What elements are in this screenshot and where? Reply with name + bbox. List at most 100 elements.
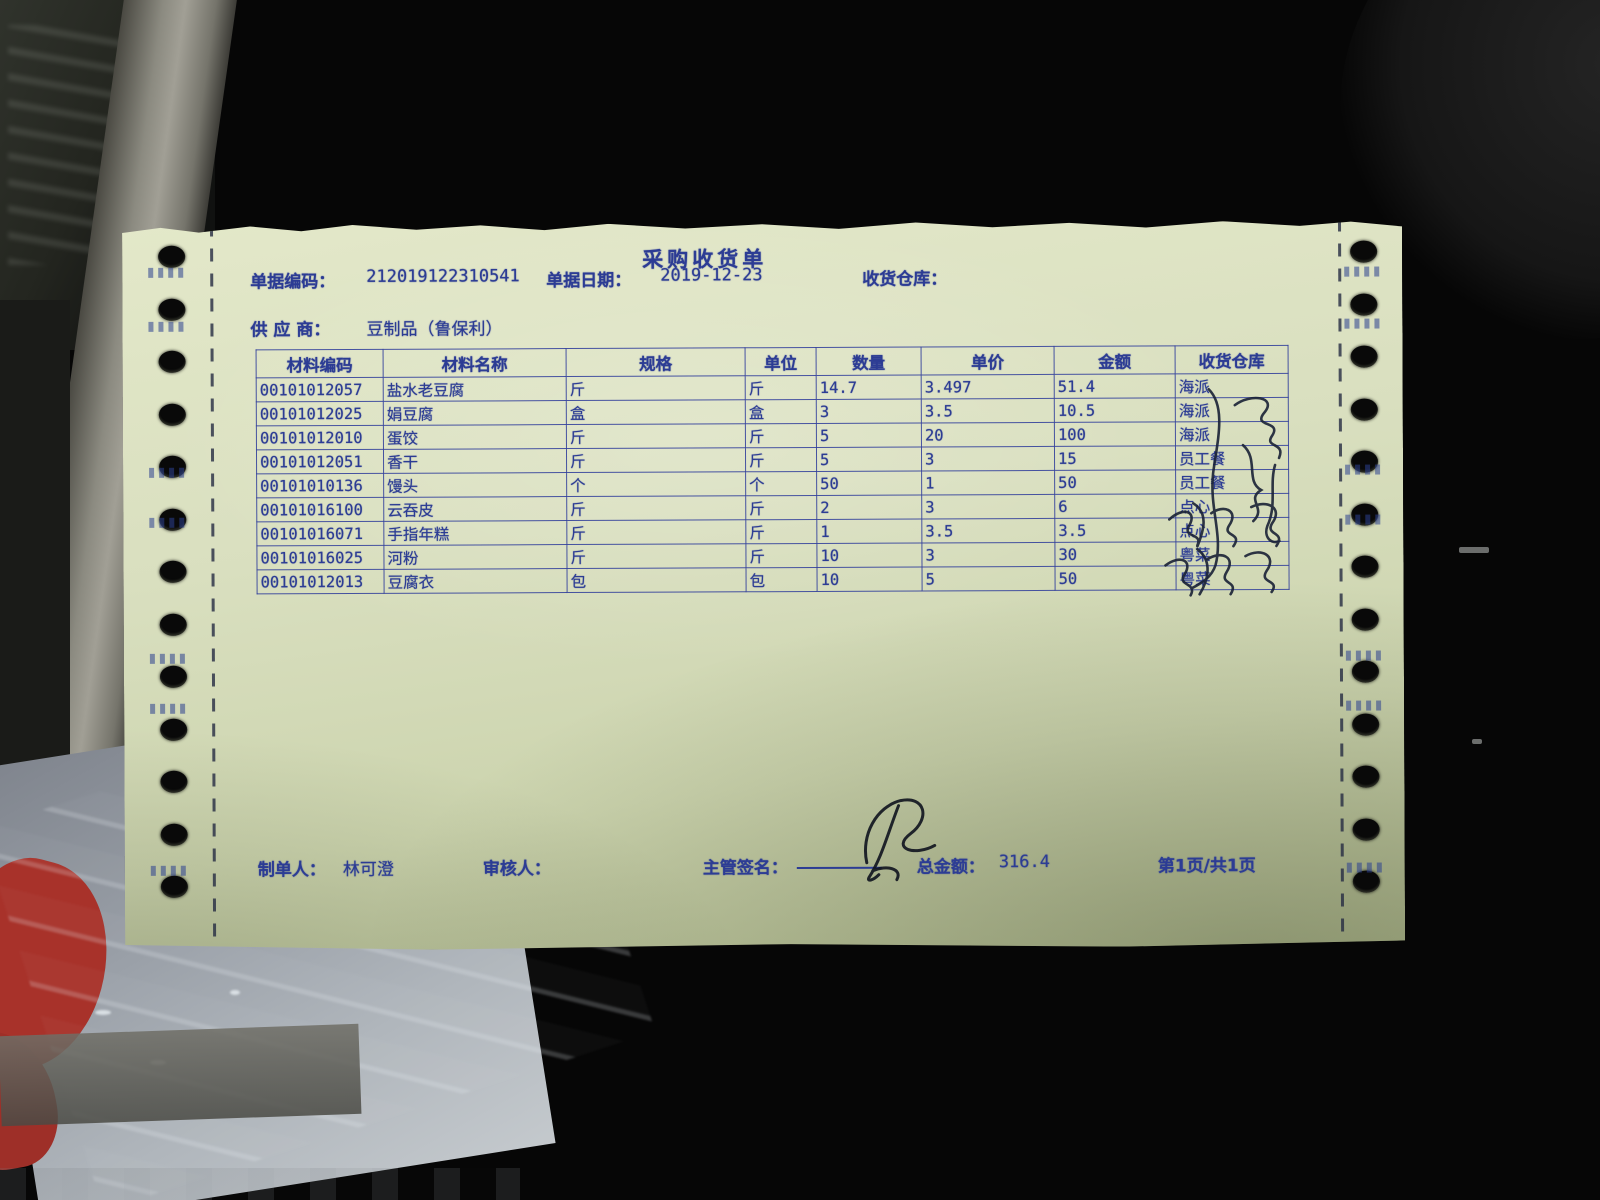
table-cell: 3 (921, 446, 1054, 471)
tractor-feed-hole (1352, 713, 1379, 735)
warehouse-label: 收货仓库： (862, 269, 948, 290)
table-cell: 斤 (567, 544, 746, 569)
table-row: 00101012013 豆腐衣包包 10 5 50 粤菜 (257, 565, 1289, 594)
table-cell: 斤 (566, 448, 745, 473)
doc-no-value: 212019122310541 (366, 266, 520, 287)
background-notch-row (0, 1168, 520, 1200)
table-cell: 30 (1055, 542, 1176, 567)
margin-print-mark (151, 866, 191, 876)
table-cell: 10.5 (1054, 398, 1175, 423)
table-cell: 香干 (383, 449, 566, 474)
table-cell: 粤菜 (1176, 565, 1289, 589)
table-cell: 馒头 (384, 473, 567, 498)
table-cell: 云吞皮 (384, 497, 567, 522)
column-header: 材料编码 (256, 349, 383, 378)
doc-no-label: 单据编码： (250, 272, 336, 293)
background-speck (1472, 739, 1482, 744)
table-cell: 20 (921, 422, 1054, 447)
signature-blank-line (797, 853, 882, 869)
table-cell: 15 (1054, 446, 1175, 471)
table-cell: 50 (817, 471, 922, 495)
column-header: 数量 (816, 347, 921, 375)
table-cell: 10 (817, 543, 922, 567)
table-cell: 5 (816, 447, 921, 471)
paper: 采购收货单 单据编码： 212019122310541 单据日期： 2019-1… (122, 218, 1405, 951)
table-cell: 斤 (746, 543, 817, 567)
table-cell: 00101016071 (257, 521, 384, 546)
table-cell: 海派 (1175, 397, 1288, 421)
table-cell: 娟豆腐 (383, 401, 566, 426)
table-cell: 斤 (566, 376, 745, 401)
tractor-feed-hole (1353, 871, 1380, 893)
table-cell: 3.497 (921, 374, 1054, 399)
table-cell: 00101012051 (256, 449, 383, 474)
table-cell: 00101012025 (256, 401, 383, 426)
table-cell: 1 (817, 519, 922, 543)
table-cell: 3 (922, 494, 1055, 519)
tractor-feed-hole (160, 666, 187, 688)
table-cell: 50 (1055, 470, 1176, 495)
table-cell: 斤 (745, 447, 816, 471)
table-cell: 点心 (1176, 493, 1289, 517)
footer-row: 制单人： 林可澄 审核人： 主管签名： 总金额： 316.4 第1页/共1页 (125, 850, 1405, 882)
table-cell: 包 (567, 568, 746, 593)
maker-value: 林可澄 (342, 859, 394, 881)
table-cell: 5 (816, 423, 921, 447)
tractor-feed-hole (161, 823, 188, 845)
margin-print-mark (148, 322, 188, 332)
tractor-feed-hole (1350, 241, 1377, 263)
table-cell: 蛋饺 (383, 425, 566, 450)
tractor-feed-hole (159, 561, 186, 583)
perforation-line-left (210, 224, 216, 951)
page-info: 第1页/共1页 (1157, 856, 1256, 877)
table-cell: 员工餐 (1176, 469, 1289, 493)
table-cell: 斤 (745, 423, 816, 447)
tractor-feed-hole (158, 246, 185, 268)
supplier-label: 供 应 商： (250, 320, 331, 341)
tractor-feed-hole (1351, 346, 1378, 368)
tractor-feed-hole (1351, 398, 1378, 420)
table-cell: 海派 (1175, 373, 1288, 397)
tractor-feed-hole (159, 403, 186, 425)
table-cell: 盐水老豆腐 (383, 377, 566, 402)
table-cell: 00101016100 (257, 497, 384, 522)
margin-print-mark (1344, 266, 1384, 276)
table-cell: 50 (1055, 566, 1176, 591)
receipt-table-header-row: 材料编码 材料名称 规格 单位 数量 单价 金额 收货仓库 (256, 345, 1288, 378)
tractor-feed-hole (158, 298, 185, 320)
doc-date-label: 单据日期： (546, 270, 632, 292)
table-cell: 1 (922, 470, 1055, 495)
table-cell: 海派 (1175, 421, 1288, 445)
column-header: 单价 (921, 346, 1054, 375)
margin-print-mark (1346, 700, 1386, 710)
table-cell: 个 (567, 472, 746, 497)
tractor-feed-hole (1352, 766, 1379, 788)
table-cell: 100 (1054, 422, 1175, 447)
table-cell: 斤 (745, 375, 816, 399)
table-cell: 14.7 (816, 375, 921, 399)
tractor-feed-hole (159, 351, 186, 373)
table-cell: 00101012057 (256, 377, 383, 402)
margin-print-mark (150, 654, 190, 664)
table-cell: 3 (922, 542, 1055, 567)
maker-label: 制单人： (257, 860, 326, 881)
table-cell: 河粉 (384, 545, 567, 570)
column-header: 规格 (566, 348, 745, 377)
table-cell: 6 (1055, 494, 1176, 519)
column-header: 收货仓库 (1175, 345, 1288, 373)
tractor-feed-hole (1352, 661, 1379, 683)
table-cell: 斤 (746, 495, 817, 519)
perforation-line-right (1338, 219, 1344, 946)
total-label: 总金额： (916, 857, 985, 878)
margin-print-mark (1347, 862, 1387, 872)
table-cell: 00101010136 (257, 473, 384, 498)
tractor-feed-hole (1351, 556, 1378, 578)
table-cell: 00101012013 (257, 569, 384, 594)
background-frame-foot (0, 1023, 362, 1127)
tractor-feed-hole (160, 718, 187, 740)
margin-print-mark (149, 518, 189, 528)
tractor-feed-hole (161, 876, 188, 898)
table-cell: 员工餐 (1175, 445, 1288, 469)
margin-print-mark (1344, 318, 1384, 328)
column-header: 单位 (745, 347, 816, 375)
